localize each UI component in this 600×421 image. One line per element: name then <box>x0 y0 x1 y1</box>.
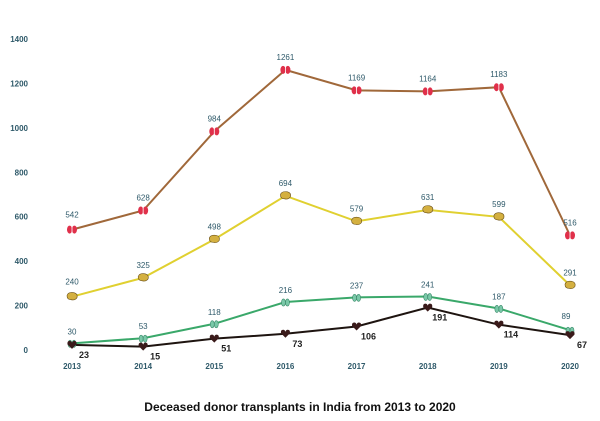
y-axis-ticks: 0 200 400 600 800 1000 1200 1400 <box>10 35 28 355</box>
y-tick-label: 1000 <box>10 124 28 133</box>
x-axis-ticks: 2013 2014 2015 2016 2017 2018 2019 2020 <box>63 362 579 371</box>
heart-icon <box>209 334 219 343</box>
kidney-icon <box>67 225 77 234</box>
liver-icon <box>208 234 220 243</box>
data-label: 1169 <box>348 73 366 82</box>
lung-icon <box>281 298 290 307</box>
x-tick-label: 2016 <box>277 362 295 371</box>
data-label: 498 <box>208 222 222 231</box>
heart-icon <box>494 320 504 329</box>
liver-icon <box>137 273 149 282</box>
data-label: 15 <box>150 352 160 362</box>
heart-icon <box>67 340 77 349</box>
x-tick-label: 2014 <box>134 362 152 371</box>
liver-icon <box>66 292 78 301</box>
data-label: 631 <box>421 193 435 202</box>
data-label: 89 <box>562 312 571 321</box>
x-tick-label: 2013 <box>63 362 81 371</box>
data-label: 542 <box>65 211 79 220</box>
x-tick-label: 2015 <box>205 362 223 371</box>
series-line-0 <box>71 68 571 236</box>
kidney-icon <box>493 83 504 92</box>
data-label: 118 <box>208 308 221 317</box>
heart-icon <box>565 331 575 340</box>
heart-icon <box>280 329 291 338</box>
kidney-icon <box>209 127 220 136</box>
liver-icon <box>422 205 434 214</box>
liver-icon <box>564 280 576 289</box>
data-label: 628 <box>136 193 150 202</box>
heart-icon <box>138 342 148 351</box>
lung-icon <box>423 293 433 301</box>
kidney-icon <box>138 206 149 215</box>
liver-icon <box>280 191 291 200</box>
lung-icon <box>494 305 504 313</box>
series-lines <box>71 68 571 348</box>
liver-icon <box>493 212 505 221</box>
series-line-2 <box>71 295 571 345</box>
x-tick-label: 2020 <box>561 362 579 371</box>
data-label: 106 <box>361 331 376 341</box>
data-label: 599 <box>492 200 506 209</box>
data-label: 216 <box>279 286 293 295</box>
heart-icon <box>351 322 362 331</box>
lung-icon <box>138 334 148 343</box>
data-label: 579 <box>350 204 364 213</box>
kidney-icon <box>565 231 575 240</box>
y-tick-label: 0 <box>24 346 29 355</box>
data-label: 30 <box>68 327 77 336</box>
chart-title: Deceased donor transplants in India from… <box>144 400 456 414</box>
kidney-icon <box>422 87 433 96</box>
series-markers <box>66 65 576 351</box>
data-label: 114 <box>504 330 519 340</box>
data-label: 187 <box>492 292 506 301</box>
data-label: 1164 <box>419 74 437 83</box>
data-label: 694 <box>279 179 293 188</box>
x-tick-label: 2018 <box>419 362 437 371</box>
data-label: 240 <box>65 278 79 287</box>
kidney-icon <box>351 86 362 95</box>
series-line-1 <box>71 194 571 298</box>
y-tick-label: 600 <box>15 213 29 222</box>
data-label: 241 <box>421 280 435 289</box>
x-tick-label: 2017 <box>348 362 366 371</box>
data-label: 325 <box>136 261 150 270</box>
y-tick-label: 400 <box>15 257 29 266</box>
x-tick-label: 2019 <box>490 362 508 371</box>
lung-icon <box>209 320 219 329</box>
data-label: 23 <box>79 350 89 360</box>
data-label: 984 <box>208 114 222 123</box>
data-label: 73 <box>292 339 302 349</box>
y-tick-label: 200 <box>15 302 29 311</box>
kidney-icon <box>280 65 291 74</box>
y-tick-label: 1200 <box>10 79 28 88</box>
data-label: 237 <box>350 281 364 290</box>
data-label: 1183 <box>490 70 508 79</box>
y-tick-label: 1400 <box>10 35 28 44</box>
series-line-3 <box>71 306 571 348</box>
data-label: 191 <box>432 313 447 323</box>
data-label: 291 <box>563 268 577 277</box>
y-tick-label: 800 <box>15 168 29 177</box>
heart-icon <box>423 303 433 312</box>
data-label: 516 <box>563 218 577 227</box>
data-label: 1261 <box>277 53 295 62</box>
data-label: 67 <box>577 340 587 350</box>
lung-icon <box>352 293 361 302</box>
data-label: 51 <box>221 344 231 354</box>
data-label: 53 <box>139 322 148 331</box>
liver-icon <box>351 216 363 225</box>
data-labels: 542 628 984 1261 1169 1164 1183 516 240 325 498 694… <box>65 53 587 362</box>
